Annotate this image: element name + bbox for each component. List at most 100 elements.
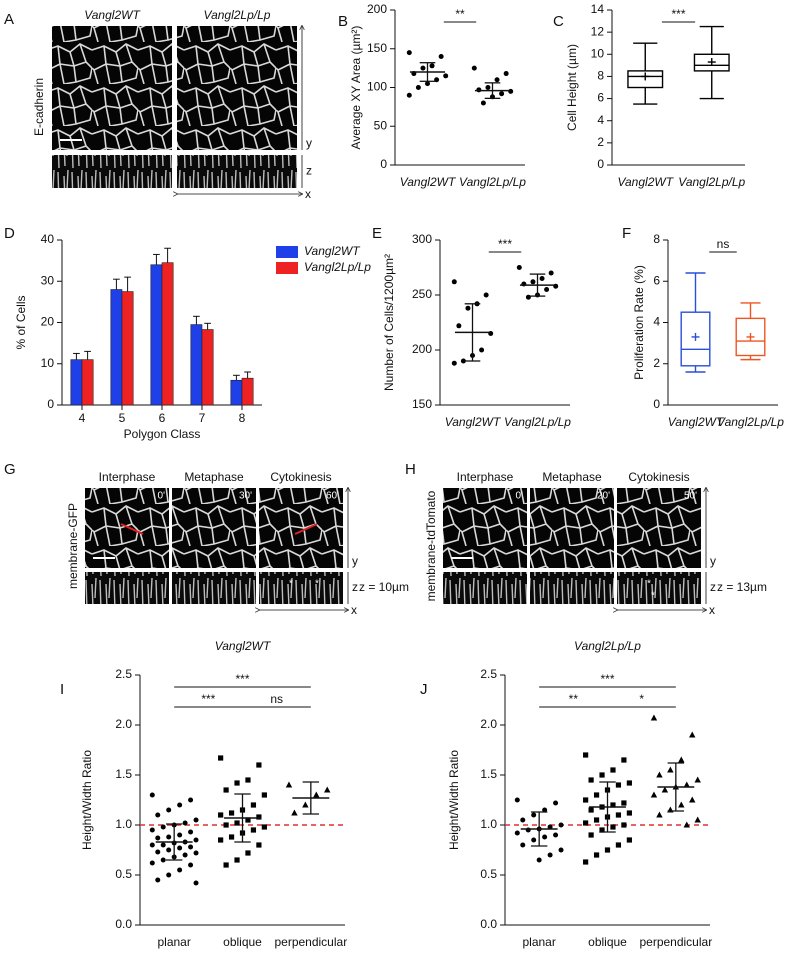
data-point bbox=[155, 812, 161, 818]
micrograph bbox=[617, 488, 701, 568]
data-point bbox=[285, 781, 293, 788]
data-point bbox=[155, 877, 161, 883]
data-point bbox=[694, 816, 701, 823]
y-tick-label: 2 bbox=[653, 356, 660, 370]
panel-letter: I bbox=[60, 681, 64, 698]
axis-label: z bbox=[710, 580, 716, 594]
data-point bbox=[542, 834, 548, 840]
x-tick-label: Vangl2WT bbox=[400, 175, 457, 189]
data-point bbox=[485, 85, 491, 90]
data-point bbox=[503, 71, 509, 77]
chart-title: Vangl2Lp/Lp bbox=[574, 639, 641, 653]
y-tick-label: 20 bbox=[41, 315, 55, 329]
data-point bbox=[177, 845, 183, 851]
data-point bbox=[494, 77, 500, 83]
y-axis-label: Number of Cells/1200µm² bbox=[382, 254, 396, 391]
y-tick-label: 0 bbox=[47, 397, 54, 411]
y-tick-label: 250 bbox=[412, 287, 432, 301]
data-point bbox=[593, 852, 600, 858]
data-point bbox=[218, 812, 224, 818]
bar bbox=[201, 329, 214, 406]
legend-label: Vangl2Lp/Lp bbox=[304, 260, 371, 274]
orthogonal-view bbox=[172, 572, 256, 604]
data-point bbox=[250, 827, 257, 833]
data-point bbox=[667, 766, 674, 773]
data-point bbox=[245, 817, 251, 823]
x-tick-label: 8 bbox=[239, 411, 246, 425]
panel-letter: J bbox=[420, 681, 428, 698]
data-point bbox=[553, 832, 559, 838]
time-stamp: 50' bbox=[684, 491, 697, 502]
data-point bbox=[451, 279, 457, 285]
box bbox=[680, 311, 711, 367]
z-label: z = 13µm bbox=[717, 580, 767, 594]
data-point bbox=[218, 755, 224, 761]
data-point bbox=[256, 842, 262, 848]
data-point bbox=[177, 832, 183, 838]
data-point bbox=[193, 850, 199, 856]
y-tick-label: 10 bbox=[41, 356, 55, 370]
data-point bbox=[525, 294, 531, 300]
time-stamp: 0' bbox=[158, 491, 166, 502]
y-tick-label: 0.0 bbox=[480, 917, 497, 931]
y-tick-label: 1.5 bbox=[115, 767, 132, 781]
bar bbox=[110, 289, 123, 406]
micrograph bbox=[259, 488, 343, 568]
micrograph bbox=[85, 488, 169, 568]
data-point bbox=[544, 287, 550, 292]
y-tick-label: 40 bbox=[41, 232, 55, 246]
data-point bbox=[514, 830, 520, 836]
bar bbox=[121, 291, 134, 406]
panel-letter: E bbox=[372, 225, 382, 242]
significance-label: ns bbox=[270, 692, 283, 706]
y-tick-label: 1.0 bbox=[480, 817, 497, 831]
y-tick-label: 150 bbox=[367, 41, 387, 55]
x-tick-label: Vangl2WT bbox=[617, 175, 674, 189]
data-point bbox=[188, 844, 194, 850]
orthogonal-view bbox=[443, 572, 527, 604]
data-point bbox=[599, 827, 605, 833]
data-point bbox=[188, 829, 194, 835]
data-point bbox=[514, 797, 520, 803]
data-point bbox=[593, 817, 600, 823]
data-point bbox=[588, 832, 594, 838]
micrograph bbox=[530, 488, 614, 568]
significance-label: *** bbox=[498, 237, 512, 251]
y-tick-label: 1.5 bbox=[480, 767, 497, 781]
axis-label: y bbox=[306, 136, 312, 150]
y-tick-label: 2.0 bbox=[480, 717, 497, 731]
y-tick-label: 150 bbox=[412, 397, 432, 411]
y-axis-label: Average XY Area (µm²) bbox=[349, 26, 363, 150]
data-point bbox=[536, 857, 542, 863]
data-point bbox=[689, 796, 696, 803]
data-point bbox=[626, 810, 632, 816]
y-tick-label: 10 bbox=[591, 46, 605, 60]
y-tick-label: 0.5 bbox=[115, 867, 132, 881]
data-point bbox=[166, 834, 172, 840]
data-point bbox=[193, 880, 199, 886]
axis-label: x bbox=[709, 603, 715, 617]
data-point bbox=[621, 822, 627, 828]
data-point bbox=[228, 810, 235, 816]
x-tick-label: Vangl2WT bbox=[668, 415, 725, 429]
data-point bbox=[291, 809, 298, 816]
data-point bbox=[558, 847, 564, 853]
axis-label: y bbox=[710, 554, 716, 568]
x-tick-label: Vangl2Lp/Lp bbox=[717, 415, 784, 429]
data-point bbox=[547, 852, 553, 858]
data-point bbox=[626, 780, 632, 786]
data-point bbox=[177, 867, 183, 873]
column-title: Metaphase bbox=[184, 470, 244, 484]
x-tick-label: planar bbox=[522, 935, 555, 949]
column-title: Interphase bbox=[99, 470, 156, 484]
data-point bbox=[261, 824, 267, 830]
data-point bbox=[530, 279, 536, 285]
orthogonal-view bbox=[177, 155, 297, 188]
orthogonal-view bbox=[85, 572, 169, 604]
data-point bbox=[683, 821, 690, 828]
z-label: z = 10µm bbox=[359, 580, 409, 594]
data-point bbox=[218, 837, 224, 843]
data-point bbox=[588, 777, 594, 783]
legend-swatch bbox=[276, 246, 298, 258]
data-point bbox=[650, 714, 658, 721]
